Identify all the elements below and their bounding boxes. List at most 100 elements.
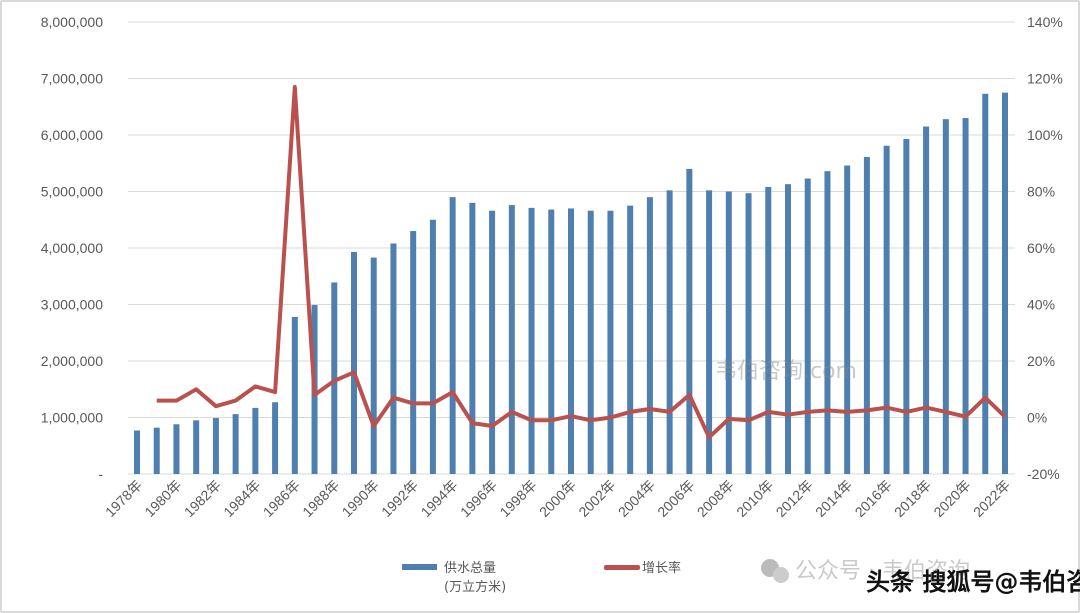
x-tick-label: 2008年	[694, 477, 737, 520]
x-tick-label: 1984年	[220, 477, 263, 520]
x-tick-label: 1986年	[260, 477, 303, 520]
y-left-tick-label: 1,000,000	[41, 410, 103, 426]
x-tick-label: 1980年	[141, 477, 184, 520]
x-tick-label: 1988年	[299, 477, 342, 520]
bar-1989年	[351, 251, 357, 474]
y-right-tick-label: 120%	[1027, 71, 1063, 87]
bar-1994年	[449, 197, 456, 474]
bar-2019年	[942, 119, 949, 475]
x-axis: 1978年1980年1982年1984年1986年1988年1990年1992年…	[102, 477, 1013, 520]
bar-2006年	[686, 168, 693, 474]
bar-2007年	[706, 190, 713, 474]
y-left-tick-label: -	[98, 466, 103, 482]
bar-1982年	[212, 418, 219, 474]
bar-2012年	[804, 178, 811, 474]
x-tick-label: 2000年	[536, 477, 579, 520]
bar-2003年	[627, 205, 634, 474]
x-tick-label: 2012年	[773, 477, 816, 520]
x-tick-label: 1990年	[339, 477, 382, 520]
y-right-tick-label: 100%	[1027, 127, 1063, 143]
x-tick-label: 1994年	[418, 477, 461, 520]
watermark-wechat: 公众号 · 韦伯咨询	[795, 559, 970, 584]
bar-2004年	[646, 197, 653, 474]
x-tick-label: 2016年	[852, 477, 895, 520]
legend-line-label: 增长率	[642, 560, 681, 576]
bar-2011年	[785, 184, 791, 474]
y-right-tick-label: 20%	[1027, 353, 1055, 369]
bar-2022年	[1002, 92, 1008, 474]
bar-2018年	[923, 126, 930, 475]
y-left-tick-label: 8,000,000	[41, 14, 103, 30]
bar-1984年	[252, 407, 259, 474]
bar-1993年	[429, 219, 436, 474]
wechat-icon	[761, 559, 789, 583]
y-left-tick-label: 2,000,000	[41, 353, 103, 369]
watermark-sohu: 头条 搜狐号@韦伯咨询	[866, 568, 1080, 596]
bar-2014年	[844, 165, 851, 474]
bar-2016年	[883, 145, 890, 475]
bar-1998年	[528, 207, 535, 474]
line-series	[156, 85, 1007, 440]
left-axis: - 1,000,000 2,000,000 3,000,000 4,000,000 5,0…	[41, 14, 104, 482]
y-left-tick-label: 4,000,000	[41, 240, 103, 256]
bar-1986年	[291, 316, 298, 474]
bar-1996年	[489, 210, 496, 474]
x-tick-label: 2020年	[930, 477, 973, 520]
y-right-tick-label: 60%	[1027, 240, 1055, 256]
bar-1981年	[193, 420, 200, 474]
x-tick-label: 2014年	[812, 477, 855, 520]
y-right-tick-label: 140%	[1027, 14, 1063, 30]
x-tick-label: 1998年	[496, 477, 539, 520]
y-right-tick-label: 0%	[1027, 410, 1047, 426]
legend-bar-label: 供水总量	[444, 561, 496, 576]
y-right-tick-label: 80%	[1027, 184, 1055, 200]
growth-rate-line	[156, 85, 1007, 440]
bar-1995年	[469, 202, 476, 475]
x-tick-label: 2022年	[970, 477, 1013, 520]
bar-1980年	[173, 424, 180, 474]
bar-2001年	[587, 210, 594, 474]
bar-2015年	[863, 157, 870, 474]
x-tick-label: 2004年	[615, 477, 658, 520]
y-left-tick-label: 6,000,000	[41, 127, 103, 143]
y-left-tick-label: 5,000,000	[41, 184, 103, 200]
x-tick-label: 2006年	[654, 477, 697, 520]
bar-2021年	[982, 93, 989, 474]
bar-2005年	[666, 190, 673, 474]
legend-bar-unit: (万立方米)	[444, 579, 506, 595]
bar-2002年	[607, 210, 614, 474]
legend: 供水总量 (万立方米) 增长率	[402, 560, 681, 595]
bar-1988年	[331, 282, 338, 474]
bar-1990年	[370, 257, 377, 474]
x-tick-label: 1996年	[457, 477, 500, 520]
bar-1983年	[232, 414, 239, 474]
y-right-tick-label: -20%	[1027, 466, 1060, 482]
bar-2000年	[568, 208, 574, 474]
watermark-center: 韦伯咨询.com	[715, 359, 857, 384]
bar-1978年	[134, 430, 140, 474]
bar-2013年	[824, 171, 831, 474]
bar-2008年	[725, 191, 732, 474]
bar-2010年	[765, 186, 772, 475]
bar-2009年	[745, 193, 752, 474]
y-right-tick-label: 40%	[1027, 297, 1055, 313]
y-left-tick-label: 3,000,000	[41, 297, 103, 313]
bar-1979年	[153, 427, 160, 474]
bar-1991年	[390, 243, 397, 474]
bar-1997年	[508, 205, 515, 474]
y-left-tick-label: 7,000,000	[41, 71, 103, 87]
x-tick-label: 1982年	[181, 477, 224, 520]
x-tick-label: 1992年	[378, 477, 421, 520]
bar-2020年	[962, 118, 969, 475]
bar-1992年	[410, 231, 417, 474]
bar-series	[134, 92, 1008, 475]
x-tick-label: 2002年	[575, 477, 618, 520]
bar-1985年	[272, 402, 279, 474]
legend-bar-swatch	[402, 564, 437, 570]
bar-2017年	[903, 138, 910, 474]
x-tick-label: 2010年	[733, 477, 776, 520]
x-tick-label: 1978年	[102, 477, 145, 520]
bar-1999年	[548, 209, 555, 474]
